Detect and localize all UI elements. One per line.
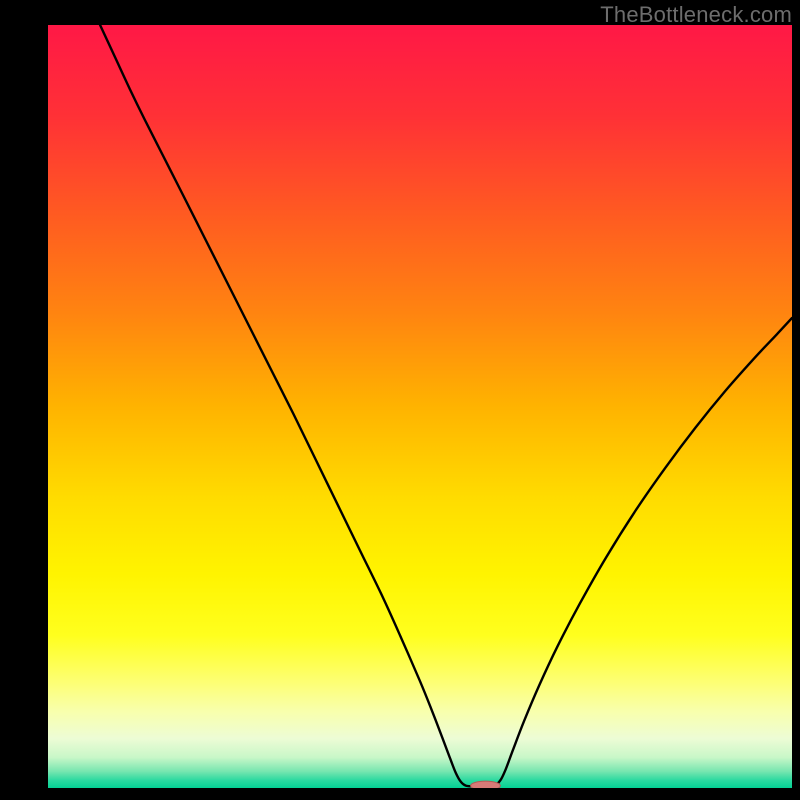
watermark-text: TheBottleneck.com: [600, 2, 792, 28]
plot-area: [48, 25, 792, 788]
gradient-background: [48, 25, 792, 788]
optimum-marker: [471, 781, 501, 788]
plot-frame: [0, 0, 800, 800]
chart-container: TheBottleneck.com: [0, 0, 800, 800]
chart-svg: [48, 25, 792, 788]
